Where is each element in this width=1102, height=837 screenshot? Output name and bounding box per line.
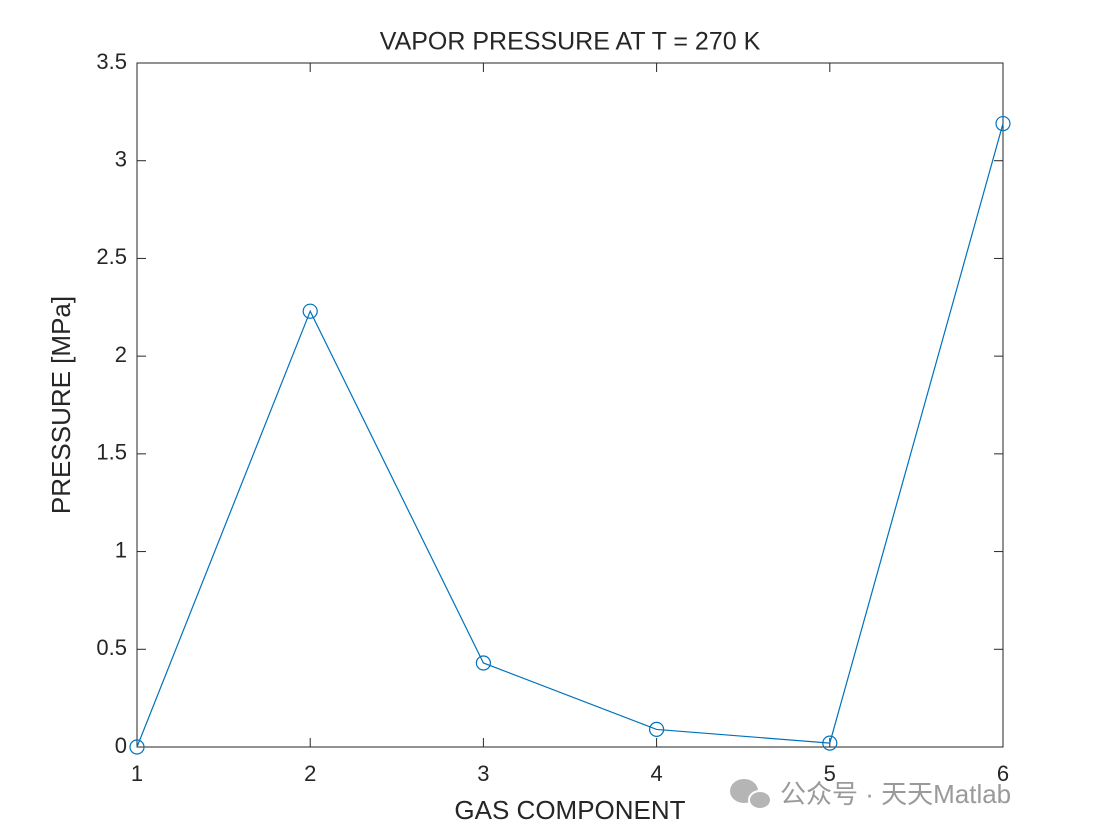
y-tick-label: 1 — [115, 537, 127, 562]
marker — [995, 115, 1011, 132]
y-tick-label: 1.5 — [96, 440, 127, 465]
x-tick-label: 5 — [824, 761, 836, 786]
y-tick-label: 0 — [115, 733, 127, 758]
chart-title: VAPOR PRESSURE AT T = 270 K — [380, 28, 761, 56]
y-tick-label: 3.5 — [96, 49, 127, 74]
y-tick-label: 0.5 — [96, 635, 127, 660]
y-axis-label: PRESSURE [MPa] — [46, 296, 76, 514]
marker — [822, 735, 838, 751]
axes-box — [136, 62, 1004, 748]
x-tick-label: 3 — [477, 761, 489, 786]
y-tick-label: 2.5 — [96, 244, 127, 269]
marker — [129, 739, 145, 755]
x-tick-label: 1 — [131, 761, 143, 786]
watermark-icon — [730, 779, 772, 810]
marker — [302, 303, 318, 319]
x-tick-label: 6 — [997, 761, 1009, 786]
x-tick-label: 2 — [304, 761, 316, 786]
marker — [475, 655, 491, 671]
x-tick-label: 4 — [650, 761, 662, 786]
y-tick-label: 2 — [115, 342, 127, 367]
watermark: 公众号 · 天天Matlab — [780, 779, 1011, 809]
y-tick-label: 3 — [115, 147, 127, 172]
marker — [648, 721, 665, 738]
line — [136, 123, 1004, 748]
x-axis-label: GAS COMPONENT — [454, 795, 685, 825]
